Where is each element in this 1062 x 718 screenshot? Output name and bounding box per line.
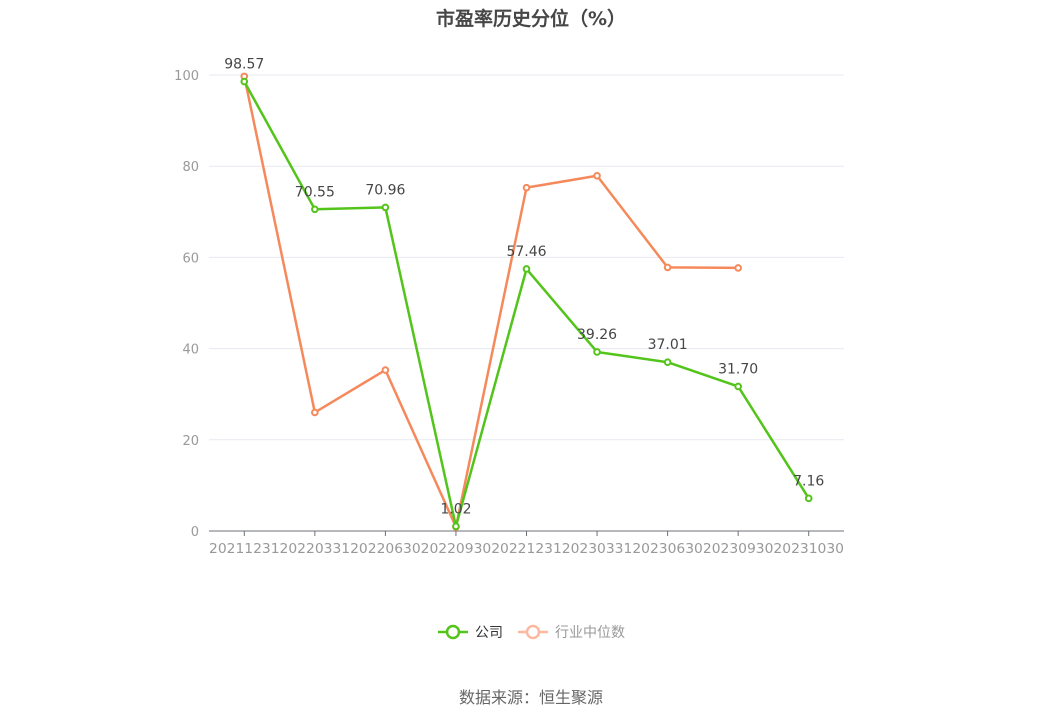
y-axis: 0 20 40 60 80 100 (174, 69, 199, 540)
x-tick-label: 20220630 (350, 542, 421, 557)
data-label: 39.26 (577, 327, 617, 343)
x-tick-label: 20221231 (491, 542, 562, 557)
series-company (240, 77, 813, 531)
x-tick-label: 20230930 (703, 542, 774, 557)
x-tick-label: 20230331 (562, 542, 633, 557)
data-point[interactable] (804, 494, 813, 503)
legend-industry-icon (518, 624, 548, 640)
x-tick-label: 20231030 (773, 542, 844, 557)
data-point[interactable] (663, 263, 672, 272)
data-label: 98.57 (224, 57, 264, 73)
x-axis: 20211231 20220331 20220630 20220930 20221231… (209, 530, 844, 557)
chart-title: 市盈率历史分位（%） (435, 8, 627, 30)
data-point[interactable] (311, 408, 319, 417)
data-point[interactable] (522, 183, 531, 192)
data-label: 70.55 (295, 184, 335, 200)
data-point[interactable] (381, 203, 390, 212)
y-tick-label: 0 (191, 525, 199, 540)
data-point[interactable] (663, 358, 672, 367)
x-tick-label: 20220930 (421, 542, 492, 557)
data-point[interactable] (381, 366, 390, 374)
x-tick-label: 20230630 (632, 542, 703, 557)
y-tick-label: 40 (182, 343, 199, 358)
data-point[interactable] (311, 205, 319, 214)
y-tick-label: 20 (182, 434, 199, 449)
data-label: 7.16 (793, 473, 824, 489)
data-point[interactable] (452, 522, 460, 531)
legend: 公司 行业中位数 (0, 622, 1062, 642)
y-tick-label: 80 (182, 160, 199, 175)
data-point[interactable] (522, 265, 531, 273)
data-label: 57.46 (506, 244, 546, 260)
data-label: 70.96 (365, 182, 405, 198)
data-label: 37.01 (648, 337, 688, 353)
data-point[interactable] (240, 77, 249, 86)
data-labels: 98.57 70.55 70.96 1.02 57.46 39.26 37.01 31.70 7… (224, 57, 824, 518)
legend-item-company[interactable]: 公司 (437, 622, 503, 642)
legend-industry-label: 行业中位数 (555, 625, 625, 641)
series-industry-median (240, 72, 742, 531)
x-tick-label: 20211231 (209, 542, 280, 557)
legend-company-label: 公司 (475, 625, 503, 641)
data-point[interactable] (593, 348, 601, 356)
data-point[interactable] (734, 382, 742, 391)
grid-lines (209, 74, 844, 441)
legend-company-icon (438, 624, 468, 640)
y-tick-label: 100 (174, 69, 199, 84)
legend-item-industry[interactable]: 行业中位数 (517, 622, 625, 642)
y-tick-label: 60 (182, 251, 199, 266)
data-label: 31.70 (718, 361, 758, 377)
data-point[interactable] (593, 171, 601, 180)
data-source: 数据来源：恒生聚源 (458, 688, 603, 707)
data-label: 1.02 (440, 501, 471, 517)
data-point[interactable] (734, 264, 742, 272)
x-tick-label: 20220331 (280, 542, 351, 557)
